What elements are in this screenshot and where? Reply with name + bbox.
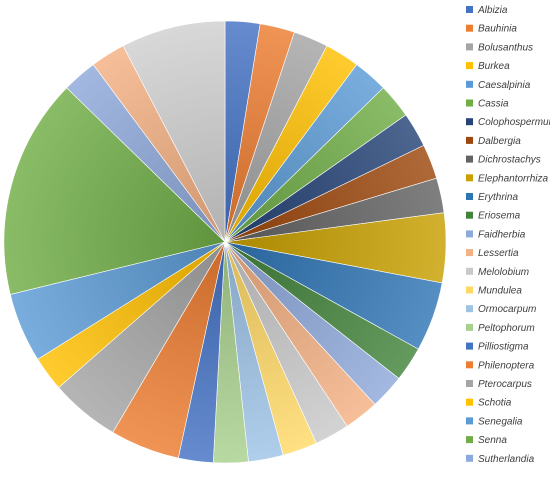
legend-swatch-mundulea [466,286,473,294]
pie-slice-senna [3,87,226,295]
legend-swatch-ormocarpum [466,305,473,313]
legend-label-pilliostigma: Pilliostigma [478,342,529,353]
legend-label-burkea: Burkea [478,61,510,72]
legend-label-bauhinia: Bauhinia [478,24,517,35]
legend-label-eriosema: Eriosema [478,211,521,222]
pie-slices [3,20,447,464]
legend-swatch-faidherbia [466,230,473,238]
legend-label-mundulea: Mundulea [478,286,522,297]
legend-swatch-lessertia [466,249,473,257]
legend-swatch-erythrina [466,193,473,200]
legend: Albizia Bauhinia Bolusanthus Burkea Caesalpi… [466,5,550,465]
legend-swatch-caesalpinia [466,80,473,88]
legend-swatch-eriosema [466,211,473,219]
legend-label-dalbergia: Dalbergia [478,136,521,147]
legend-swatch-cassia [466,99,473,107]
legend-label-cassia: Cassia [478,99,509,110]
legend-label-sutherlandia: Sutherlandia [478,454,535,465]
legend-label-melolobium: Melolobium [478,267,529,278]
legend-swatch-peltophorum [466,323,473,331]
legend-swatch-dalbergia [466,136,473,144]
legend-swatch-senegalia [466,417,473,425]
legend-label-erythrina: Erythrina [478,192,518,203]
legend-label-senna: Senna [478,435,507,446]
legend-swatch-schotia [466,398,473,406]
legend-label-pterocarpus: Pterocarpus [478,379,532,390]
legend-swatch-senna [466,436,473,444]
legend-label-faidherbia: Faidherbia [478,229,526,240]
legend-label-senegalia: Senegalia [478,416,523,427]
legend-label-philenoptera: Philenoptera [478,360,535,371]
legend-swatch-bauhinia [466,24,473,32]
legend-label-colophospermum: Colophospermum [478,117,550,128]
legend-swatch-sutherlandia [466,454,473,462]
legend-swatch-elephantorrhiza [466,174,473,182]
legend-swatch-philenoptera [466,361,473,369]
legend-swatch-pilliostigma [466,342,473,350]
legend-swatch-pterocarpus [466,380,473,387]
legend-label-ormocarpum: Ormocarpum [478,304,536,315]
legend-swatch-dichrostachys [466,155,473,163]
legend-swatch-bolusanthus [466,43,473,51]
legend-label-elephantorrhiza: Elephantorrhiza [478,173,548,184]
legend-label-lessertia: Lessertia [478,248,519,259]
legend-label-caesalpinia: Caesalpinia [478,80,531,91]
legend-swatch-albizia [466,6,473,13]
legend-label-schotia: Schotia [478,398,512,409]
legend-swatch-colophospermum [466,118,473,126]
legend-swatch-melolobium [466,267,473,275]
legend-label-bolusanthus: Bolusanthus [478,42,533,53]
legend-label-peltophorum: Peltophorum [478,323,535,334]
legend-swatch-burkea [466,62,473,70]
legend-label-dichrostachys: Dichrostachys [478,155,541,166]
legend-label-albizia: Albizia [477,5,508,16]
pie-slice-unlabeled-26 [122,20,226,243]
